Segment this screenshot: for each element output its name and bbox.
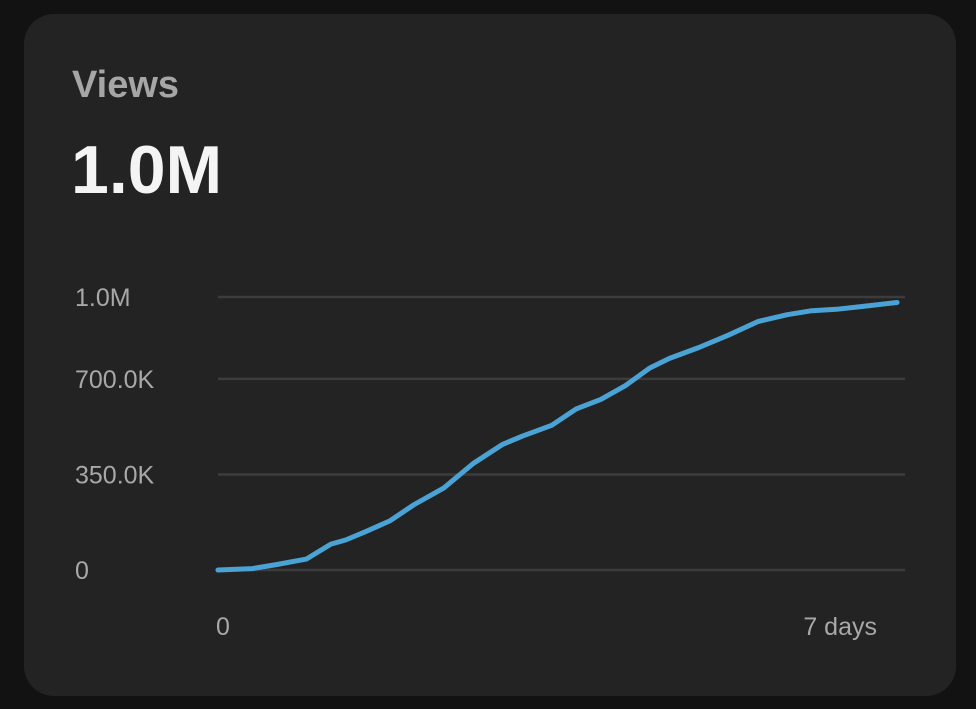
y-tick-label: 350.0K <box>75 461 155 489</box>
metric-label: Views <box>72 64 180 106</box>
views-series-line <box>215 300 900 573</box>
x-tick-label: 0 <box>216 613 230 641</box>
series-layer <box>215 300 900 573</box>
x-axis-ticks: 0 7 days <box>216 613 877 641</box>
y-tick-label: 700.0K <box>75 366 155 394</box>
y-tick-label: 1.0M <box>75 284 131 312</box>
metric-value: 1.0M <box>71 132 223 208</box>
gridlines <box>218 295 905 572</box>
y-tick-label: 0 <box>75 557 89 585</box>
x-tick-label: 7 days <box>803 613 877 641</box>
y-axis-ticks: 0 350.0K 700.0K 1.0M <box>75 284 155 585</box>
views-card: Views 1.0M <box>24 14 956 696</box>
